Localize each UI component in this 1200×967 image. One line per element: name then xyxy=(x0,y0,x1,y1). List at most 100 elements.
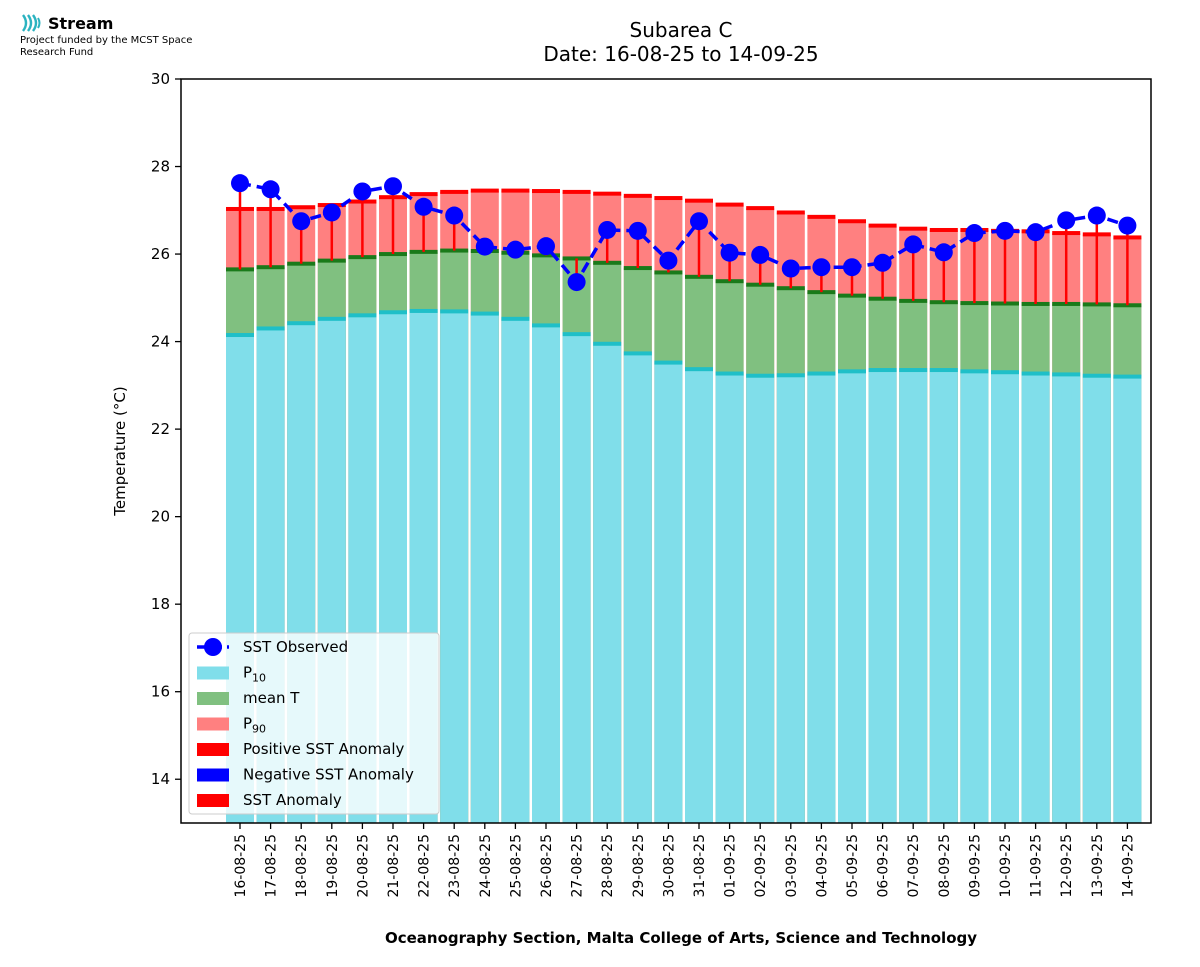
p10-edge xyxy=(868,368,897,373)
plot-frame xyxy=(180,78,1152,824)
p10-edge xyxy=(960,369,989,374)
x-tick-label: 17-08-25 xyxy=(264,834,280,898)
sst-observed-point xyxy=(904,235,923,254)
y-tick-label: 24 xyxy=(151,333,170,351)
x-tick-label: 25-08-25 xyxy=(508,834,524,898)
p90-edge xyxy=(532,189,560,194)
x-tick-label: 04-09-25 xyxy=(814,834,830,898)
p10-bar xyxy=(929,370,958,823)
sst-observed-point xyxy=(690,212,708,231)
p90-edge xyxy=(470,188,499,193)
p90-edge xyxy=(715,202,744,207)
legend-label-subscript: 10 xyxy=(252,672,266,685)
p10-edge xyxy=(1021,371,1050,376)
p90-edge xyxy=(807,214,836,219)
p10-bar xyxy=(623,353,652,823)
sst-observed-point xyxy=(353,182,372,201)
sst-observed-point xyxy=(751,245,770,264)
p10-edge xyxy=(1113,374,1142,379)
legend-label: Negative SST Anomaly xyxy=(243,766,414,784)
p10-bar xyxy=(440,311,469,823)
p10-edge xyxy=(807,371,836,376)
p10-bar xyxy=(746,375,775,823)
y-tick-label: 16 xyxy=(151,683,170,701)
p10-bar xyxy=(776,375,805,823)
x-tick-label: 01-09-25 xyxy=(723,834,739,898)
p90-edge xyxy=(409,192,438,197)
p10-bar xyxy=(501,318,530,823)
sst-observed-point xyxy=(1026,223,1045,242)
y-tick-label: 20 xyxy=(151,508,170,526)
legend-label-text: Negative SST Anomaly xyxy=(243,766,414,784)
p90-edge xyxy=(868,223,897,228)
x-tick-label: 23-08-25 xyxy=(447,834,463,898)
p10-edge xyxy=(623,351,652,356)
sst-observed-point xyxy=(965,224,984,243)
p10-bar xyxy=(562,334,591,823)
p10-bar xyxy=(654,362,683,823)
x-axis: 16-08-25 17-08-25 18-08-25 19-08-25 20-08-25… xyxy=(233,823,1136,898)
p10-bar xyxy=(838,371,866,823)
legend-label-text: Positive SST Anomaly xyxy=(243,740,404,758)
sst-observed-point xyxy=(1087,206,1106,225)
bars-group xyxy=(226,188,1142,824)
sst-observed-point xyxy=(659,251,678,270)
x-tick-label: 06-09-25 xyxy=(876,834,892,898)
p10-bar xyxy=(470,313,499,823)
legend-label: P90 xyxy=(243,715,266,736)
legend-swatch xyxy=(197,692,229,705)
sst-observed-point xyxy=(445,206,464,225)
sst-observed-point xyxy=(720,243,739,262)
y-tick-label: 14 xyxy=(151,770,170,788)
x-tick-label: 08-09-25 xyxy=(937,834,953,898)
sst-observed-point xyxy=(1057,211,1076,230)
p10-bar xyxy=(868,370,897,823)
p10-edge xyxy=(287,321,316,326)
p10-edge xyxy=(838,369,866,374)
y-tick-label: 28 xyxy=(151,158,170,176)
p90-edge xyxy=(685,198,713,203)
sst-observed-point xyxy=(384,177,402,196)
legend-box xyxy=(188,632,440,815)
p10-bar xyxy=(899,370,928,823)
x-tick-label: 31-08-25 xyxy=(692,834,708,898)
sst-observed-point xyxy=(292,212,311,231)
p10-bar xyxy=(593,343,622,823)
y-tick-label: 30 xyxy=(151,70,170,88)
p90-edge xyxy=(593,191,622,196)
p10-edge xyxy=(501,316,530,321)
mean-edge xyxy=(348,255,377,260)
x-tick-label: 22-08-25 xyxy=(417,834,433,898)
stream-wave-icon xyxy=(22,14,41,32)
p10-edge xyxy=(226,333,254,338)
x-tick-label: 09-09-25 xyxy=(967,834,983,898)
p10-edge xyxy=(991,370,1019,375)
y-tick-label: 18 xyxy=(151,595,170,613)
p10-bar xyxy=(960,371,989,823)
x-tick-label: 20-08-25 xyxy=(355,834,371,898)
p90-edge xyxy=(746,206,775,211)
sst-observed-point xyxy=(781,259,800,278)
p10-bar xyxy=(1052,374,1081,823)
x-tick-label: 02-09-25 xyxy=(753,834,769,898)
y-axis-label: Temperature (°C) xyxy=(111,386,129,516)
brand: Stream xyxy=(20,12,210,34)
sst-observed-point xyxy=(261,180,280,199)
sst-observed-point xyxy=(537,237,555,256)
legend-swatch xyxy=(197,717,229,731)
sst-observed-point xyxy=(414,197,433,216)
sst-observed-point xyxy=(231,174,249,193)
p90-edge xyxy=(899,226,928,231)
x-tick-label: 16-08-25 xyxy=(233,834,249,898)
sst-observed-point xyxy=(628,221,647,240)
sst-observed-point xyxy=(812,258,831,277)
p10-edge xyxy=(562,332,591,337)
sst-observed-point xyxy=(322,203,341,222)
sst-observed-point xyxy=(598,220,617,239)
p10-edge xyxy=(776,373,805,378)
x-tick-label: 26-08-25 xyxy=(539,834,555,898)
chart-subtitle: Date: 16-08-25 to 14-09-25 xyxy=(543,42,818,66)
p10-edge xyxy=(746,373,775,378)
x-tick-label: 21-08-25 xyxy=(386,834,402,898)
